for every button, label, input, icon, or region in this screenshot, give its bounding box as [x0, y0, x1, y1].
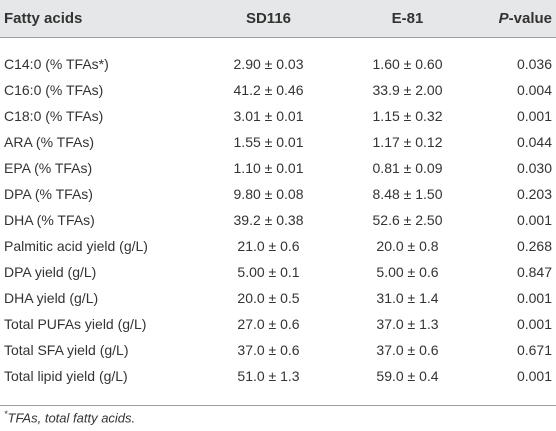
cell-sd116: 3.01 ± 0.01 [233, 108, 304, 124]
table-body: C14:0 (% TFAs*) 2.90 ± 0.03 1.60 ± 0.60 0.0… [0, 51, 556, 389]
cell-fatty-acid: Palmitic acid yield (g/L) [4, 238, 148, 254]
cell-fatty-acid: DPA yield (g/L) [4, 264, 97, 280]
cell-sd116: 21.0 ± 0.6 [237, 238, 300, 254]
table-row: DPA (% TFAs) 9.80 ± 0.08 8.48 ± 1.50 0.203 [0, 181, 556, 207]
cell-fatty-acid: Total lipid yield (g/L) [4, 368, 128, 384]
cell-p-value: 0.030 [516, 160, 552, 176]
cell-e81: 8.48 ± 1.50 [372, 186, 443, 202]
cell-fatty-acid: C16:0 (% TFAs) [4, 82, 104, 98]
cell-e81: 37.0 ± 1.3 [376, 316, 439, 332]
cell-sd116: 51.0 ± 1.3 [237, 368, 300, 384]
cell-p-value: 0.203 [516, 186, 552, 202]
cell-p-value: 0.268 [516, 238, 552, 254]
cell-p-value: 0.847 [516, 264, 552, 280]
footnote-text: TFAs, total fatty acids. [7, 410, 136, 426]
cell-sd116: 2.90 ± 0.03 [233, 56, 304, 72]
table-row: Palmitic acid yield (g/L) 21.0 ± 0.6 20.0 … [0, 233, 556, 259]
cell-sd116: 9.80 ± 0.08 [233, 186, 304, 202]
cell-e81: 20.0 ± 0.8 [376, 238, 439, 254]
cell-fatty-acid: Total PUFAs yield (g/L) [4, 316, 147, 332]
cell-e81: 31.0 ± 1.4 [376, 290, 439, 306]
table-row: ARA (% TFAs) 1.55 ± 0.01 1.17 ± 0.12 0.044 [0, 129, 556, 155]
cell-sd116: 39.2 ± 0.38 [233, 212, 304, 228]
header-p-suffix: -value [508, 10, 552, 27]
table-row: C18:0 (% TFAs) 3.01 ± 0.01 1.15 ± 0.32 0.00… [0, 103, 556, 129]
table-row: Total SFA yield (g/L) 37.0 ± 0.6 37.0 ± 0.… [0, 337, 556, 363]
table-row: Total lipid yield (g/L) 51.0 ± 1.3 59.0 ± … [0, 363, 556, 389]
table-row: DHA (% TFAs) 39.2 ± 0.38 52.6 ± 2.50 0.001 [0, 207, 556, 233]
cell-fatty-acid: C14:0 (% TFAs*) [4, 56, 109, 72]
footnote-marker: * [4, 409, 8, 419]
cell-fatty-acid: DHA yield (g/L) [4, 290, 99, 306]
cell-sd116: 1.10 ± 0.01 [233, 160, 304, 176]
cell-p-value: 0.004 [516, 82, 552, 98]
cell-p-value: 0.001 [516, 108, 552, 124]
table-row: C14:0 (% TFAs*) 2.90 ± 0.03 1.60 ± 0.60 0.0… [0, 51, 556, 77]
table-row: EPA (% TFAs) 1.10 ± 0.01 0.81 ± 0.09 0.030 [0, 155, 556, 181]
cell-fatty-acid: ARA (% TFAs) [4, 134, 94, 150]
cell-e81: 33.9 ± 2.00 [372, 82, 443, 98]
cell-p-value: 0.036 [516, 56, 552, 72]
cell-sd116: 37.0 ± 0.6 [237, 342, 300, 358]
cell-e81: 37.0 ± 0.6 [376, 342, 439, 358]
cell-p-value: 0.001 [516, 212, 552, 228]
cell-sd116: 5.00 ± 0.1 [237, 264, 300, 280]
cell-e81: 0.81 ± 0.09 [372, 160, 443, 176]
header-p-letter: P [498, 10, 509, 27]
header-e81: E-81 [391, 10, 424, 27]
cell-e81: 52.6 ± 2.50 [372, 212, 443, 228]
cell-fatty-acid: C18:0 (% TFAs) [4, 108, 104, 124]
cell-e81: 1.60 ± 0.60 [372, 56, 443, 72]
cell-fatty-acid: Total SFA yield (g/L) [4, 342, 129, 358]
cell-e81: 1.17 ± 0.12 [372, 134, 443, 150]
cell-fatty-acid: EPA (% TFAs) [4, 160, 93, 176]
cell-sd116: 27.0 ± 0.6 [237, 316, 300, 332]
header-fatty-acids: Fatty acids [4, 10, 83, 27]
cell-p-value: 0.001 [516, 290, 552, 306]
cell-sd116: 20.0 ± 0.5 [237, 290, 300, 306]
table-row: DPA yield (g/L) 5.00 ± 0.1 5.00 ± 0.6 0.847 [0, 259, 556, 285]
cell-e81: 59.0 ± 0.4 [376, 368, 439, 384]
table-header-row: Fatty acids SD116 E-81 P-value [0, 0, 556, 38]
table-bottom-rule [0, 405, 556, 406]
cell-sd116: 41.2 ± 0.46 [233, 82, 304, 98]
table-footnote: *TFAs, total fatty acids. [4, 409, 135, 425]
cell-p-value: 0.044 [516, 134, 552, 150]
cell-fatty-acid: DPA (% TFAs) [4, 186, 93, 202]
header-p-value: P-value [480, 0, 552, 37]
cell-p-value: 0.001 [516, 316, 552, 332]
table-row: C16:0 (% TFAs) 41.2 ± 0.46 33.9 ± 2.00 0.00… [0, 77, 556, 103]
cell-p-value: 0.001 [516, 368, 552, 384]
cell-e81: 5.00 ± 0.6 [376, 264, 439, 280]
cell-p-value: 0.671 [516, 342, 552, 358]
table-row: Total PUFAs yield (g/L) 27.0 ± 0.6 37.0 ± … [0, 311, 556, 337]
cell-sd116: 1.55 ± 0.01 [233, 134, 304, 150]
cell-e81: 1.15 ± 0.32 [372, 108, 443, 124]
cell-fatty-acid: DHA (% TFAs) [4, 212, 95, 228]
header-sd116: SD116 [245, 10, 292, 27]
table-row: DHA yield (g/L) 20.0 ± 0.5 31.0 ± 1.4 0.001 [0, 285, 556, 311]
